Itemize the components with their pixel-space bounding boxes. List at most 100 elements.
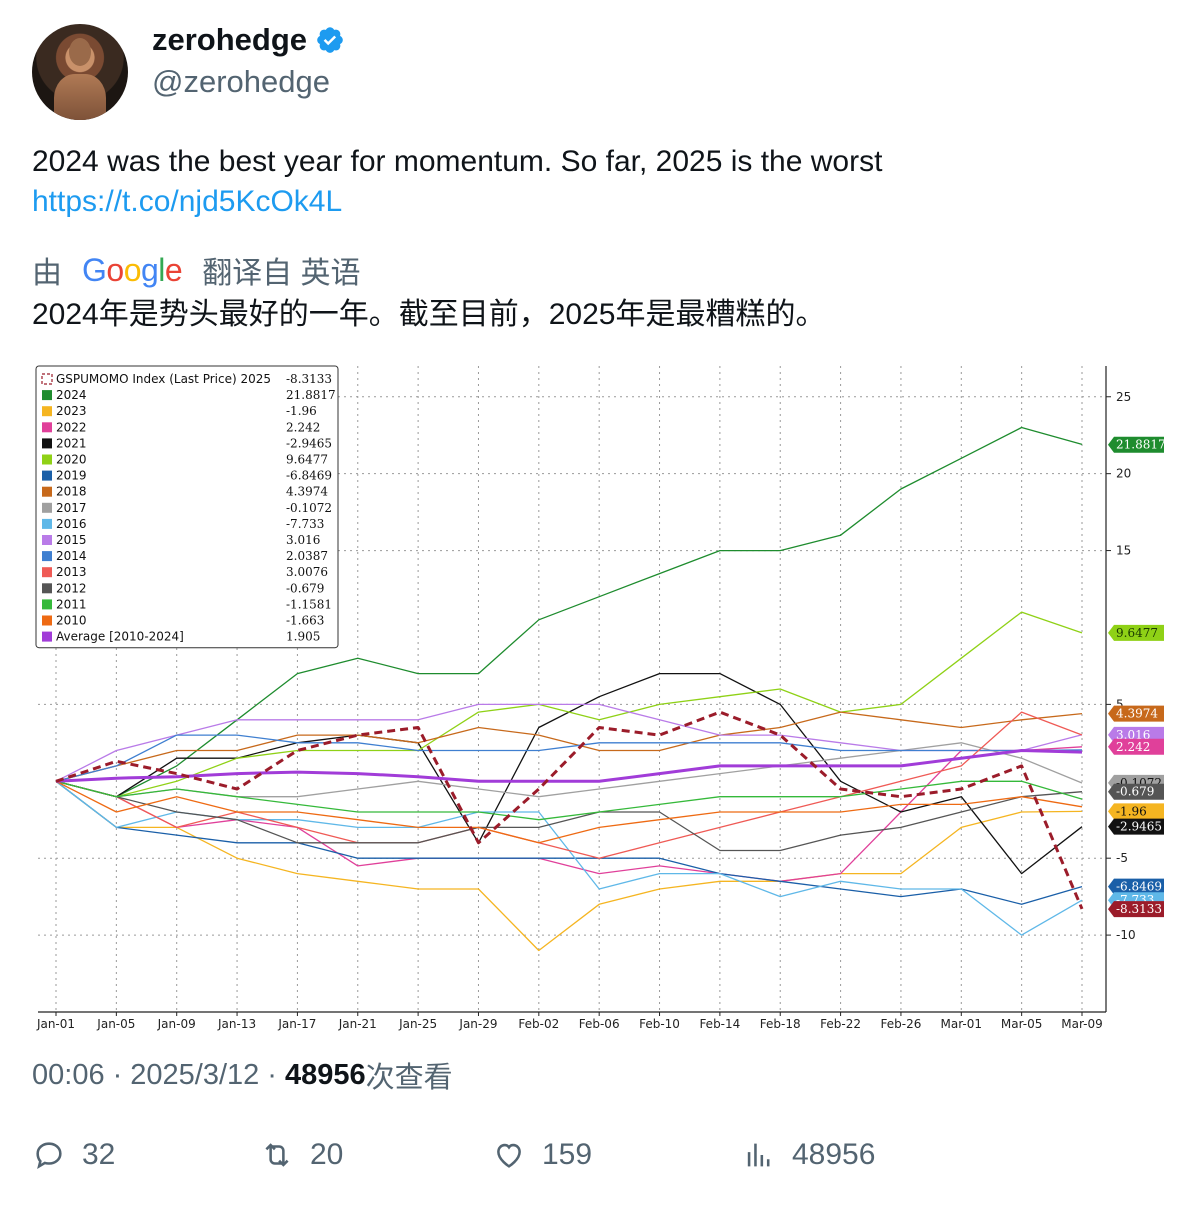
display-name[interactable]: zerohedge [152,22,308,57]
series-line-2010 [55,780,1083,844]
y-tick-label: -10 [1116,928,1136,942]
x-tick-label: Jan-01 [36,1017,75,1031]
legend-box [35,365,339,649]
series-line-2019 [55,780,1083,905]
legend-label: 2016 [56,517,87,531]
value-label-box [1108,738,1164,755]
views-button[interactable]: 48956 [742,1138,875,1172]
value-label: 2.242 [1116,740,1150,754]
legend-value: -7.733 [286,517,324,531]
legend-swatch [42,486,52,497]
legend-swatch [42,567,52,578]
x-tick-label: Jan-13 [217,1017,256,1031]
value-label-box [1108,901,1164,918]
legend-swatch [42,518,52,529]
reply-button[interactable]: 32 [32,1138,115,1172]
series-line-average [55,749,1083,783]
like-count: 159 [542,1138,593,1171]
legend-label: 2021 [56,436,87,450]
legend-value: -8.3133 [286,372,332,386]
series-line-2025 [55,710,1084,910]
legend-label: 2010 [56,614,87,628]
legend-label: 2015 [56,533,87,547]
x-tick-label: Jan-17 [277,1017,316,1031]
translation-prefix: 由 [32,257,62,290]
legend-value: 2.0387 [286,549,328,563]
legend-swatch [42,599,52,610]
series-line-2014 [55,734,1083,782]
legend-value: -1.96 [286,404,317,418]
legend-swatch [42,551,52,562]
value-label: 4.3974 [1116,707,1158,721]
x-tick-label: Feb-26 [881,1017,922,1031]
tweet-time[interactable]: 00:06 [32,1058,105,1091]
legend-swatch [42,470,52,481]
x-tick-label: Feb-06 [579,1017,620,1031]
legend-swatch [42,454,52,465]
legend-swatch [42,615,52,626]
x-tick-label: Jan-29 [458,1017,497,1031]
series-line-2020 [55,611,1083,798]
value-label-box [1108,803,1164,820]
legend-value: -6.8469 [286,469,332,483]
legend-label: 2020 [56,453,87,467]
x-tick-label: Mar-01 [941,1017,982,1031]
like-button[interactable]: 159 [492,1138,592,1172]
legend-swatch [42,631,52,642]
views-count: 48956 [792,1138,876,1171]
series-line-2018 [55,711,1083,782]
avatar[interactable] [32,24,128,120]
legend-label: Average [2010-2024] [56,630,184,644]
value-label: -0.679 [1116,785,1154,799]
legend-label: 2018 [56,485,87,499]
legend-value: 4.3974 [286,485,328,499]
value-label: 9.6477 [1116,626,1158,640]
y-tick-label: 20 [1116,467,1131,481]
tweet-date[interactable]: 2025/3/12 [130,1058,260,1091]
chart-image[interactable]: 25 20 15 5 -5 -10 Jan-01 Jan-05 Jan-09 Jan-13 Jan-… [32,360,1166,1036]
legend-value: -1.663 [286,614,324,628]
x-tick-label: Feb-02 [518,1017,559,1031]
series-line-2024 [55,426,1083,798]
legend-label: 2019 [56,469,87,483]
x-tick-label: Jan-21 [338,1017,377,1031]
legend-label: 2011 [56,597,87,611]
translation-attribution: 由 Google 翻译自 英语 [32,248,361,292]
legend-value: 3.0076 [286,565,328,579]
avatar-head [69,38,91,66]
legend-label: 2023 [56,404,87,418]
x-tick-label: Feb-18 [760,1017,801,1031]
legend-label: 2022 [56,420,87,434]
value-label-box [1108,624,1164,641]
legend-value: 2.242 [286,420,320,434]
retweet-button[interactable]: 20 [260,1138,343,1172]
legend-value: -2.9465 [286,436,332,450]
x-tick-label: Mar-09 [1061,1017,1102,1031]
value-label: -8.3133 [1116,902,1162,916]
reply-count: 32 [82,1138,116,1171]
legend-swatch [42,438,52,449]
y-tick-label: -5 [1116,851,1128,865]
action-bar: 32 20 159 48956 [32,1138,1132,1188]
series-line-2023 [55,780,1083,952]
legend-label: GSPUMOMO Index (Last Price) 2025 [56,372,271,386]
value-label-box [1108,436,1164,453]
legend-label: 2012 [56,581,87,595]
google-logo: Google [82,251,183,288]
legend-value: -1.1581 [286,597,332,611]
analytics-icon [747,1143,770,1167]
x-tick-label: Jan-25 [398,1017,437,1031]
meta-separator: · [267,1058,277,1091]
user-name-row: zerohedge [152,22,345,58]
value-label-box [1108,783,1164,800]
y-tick-label: 25 [1116,390,1131,404]
legend-value: -0.1072 [286,501,332,515]
legend-value: 21.8817 [286,388,336,402]
value-label: -2.9465 [1116,820,1162,834]
user-handle[interactable]: @zerohedge [152,64,330,99]
value-label: -1.96 [1116,804,1147,818]
legend-value: -0.679 [286,581,324,595]
x-tick-label: Feb-22 [820,1017,861,1031]
view-count: 48956 [284,1058,366,1091]
tweet-link[interactable]: https://t.co/njd5KcOk4L [32,185,343,218]
